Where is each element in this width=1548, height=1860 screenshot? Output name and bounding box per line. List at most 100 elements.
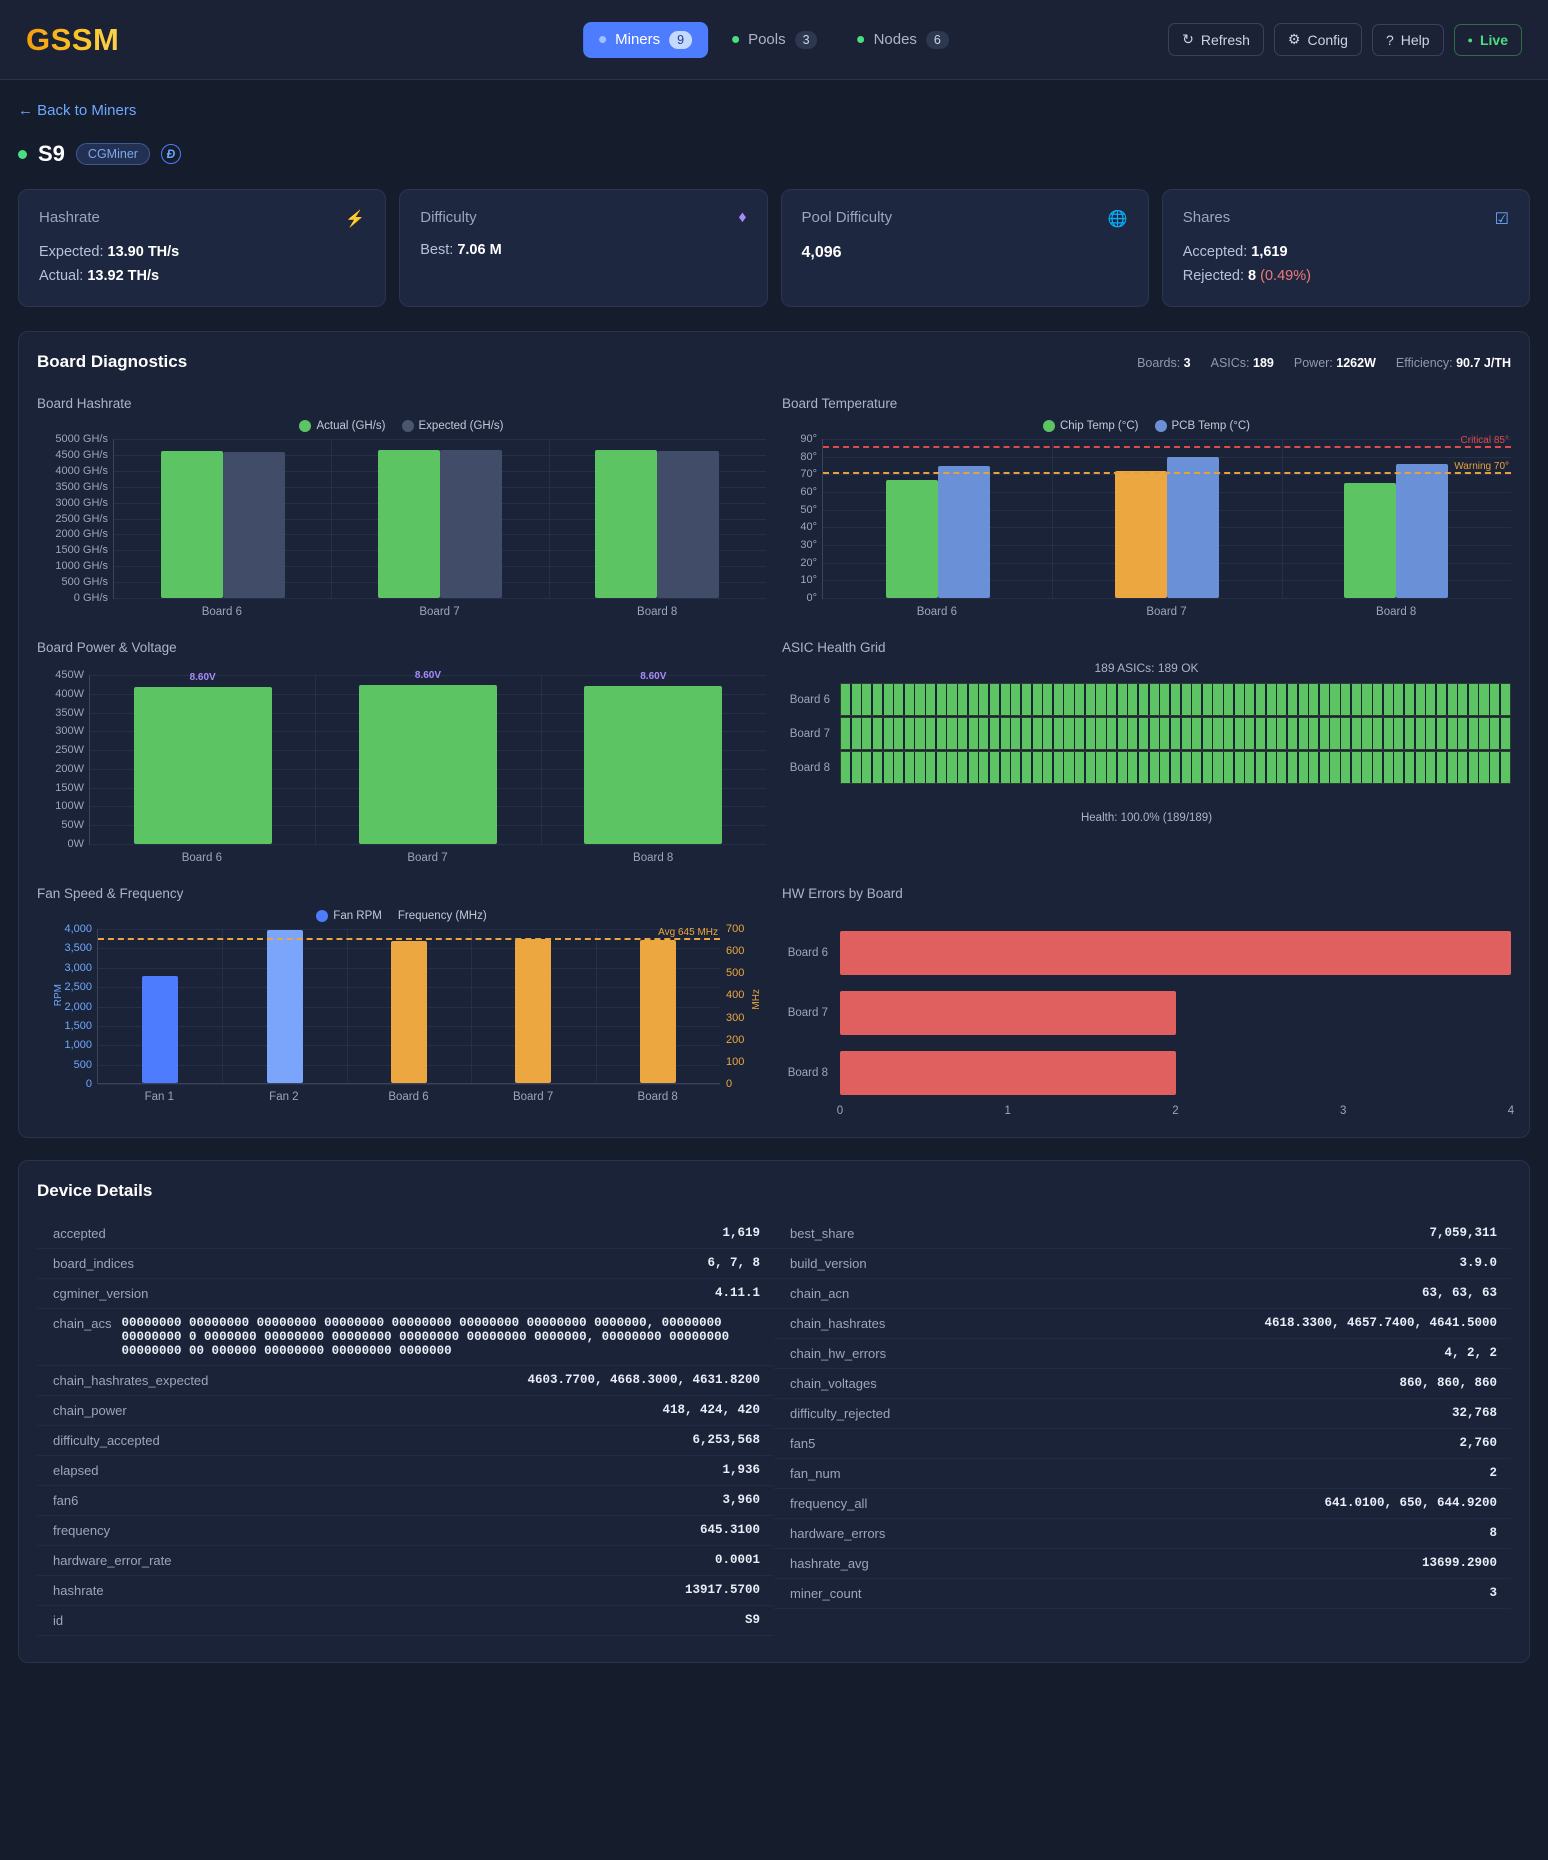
asic-cell[interactable]	[1021, 752, 1032, 783]
asic-cell[interactable]	[1149, 718, 1159, 749]
asic-cell[interactable]	[1426, 684, 1436, 715]
asic-cell[interactable]	[989, 718, 1000, 749]
asic-cell[interactable]	[1458, 684, 1468, 715]
asic-cell[interactable]	[947, 752, 957, 783]
asic-cell[interactable]	[1224, 752, 1234, 783]
asic-cell[interactable]	[1170, 684, 1180, 715]
asic-cell[interactable]	[1351, 718, 1361, 749]
asic-cell[interactable]	[1330, 752, 1340, 783]
bar[interactable]	[222, 451, 285, 598]
asic-cell[interactable]	[1394, 718, 1404, 749]
asic-cell[interactable]	[1309, 684, 1319, 715]
asic-cell[interactable]	[1181, 684, 1191, 715]
asic-cell[interactable]	[862, 752, 872, 783]
config-button[interactable]: ⚙ Config	[1273, 23, 1362, 56]
asic-cell[interactable]	[1053, 684, 1063, 715]
asic-cell[interactable]	[1107, 718, 1117, 749]
asic-cell[interactable]	[1458, 718, 1468, 749]
asic-cell[interactable]	[1202, 718, 1212, 749]
bar[interactable]	[160, 451, 223, 598]
asic-cell[interactable]	[1053, 718, 1063, 749]
asic-cell[interactable]	[1064, 752, 1074, 783]
asic-cell[interactable]	[1149, 752, 1159, 783]
asic-cell[interactable]	[1479, 718, 1489, 749]
asic-cell[interactable]	[1277, 684, 1287, 715]
tab-pools[interactable]: Pools 3	[716, 22, 833, 58]
asic-cell[interactable]	[1128, 718, 1138, 749]
bar[interactable]	[1344, 483, 1397, 598]
asic-cell[interactable]	[1255, 684, 1266, 715]
asic-cell[interactable]	[1075, 752, 1085, 783]
asic-cell[interactable]	[947, 684, 957, 715]
asic-cell[interactable]	[1096, 752, 1106, 783]
asic-cell[interactable]	[1000, 718, 1010, 749]
asic-cell[interactable]	[1404, 684, 1415, 715]
asic-cell[interactable]	[1447, 684, 1457, 715]
asic-cell[interactable]	[1383, 718, 1393, 749]
asic-cell[interactable]	[1362, 684, 1372, 715]
asic-cell[interactable]	[1266, 684, 1276, 715]
asic-cell[interactable]	[1138, 718, 1149, 749]
asic-cell[interactable]	[1490, 718, 1500, 749]
asic-cell[interactable]	[1490, 684, 1500, 715]
asic-cell[interactable]	[1138, 752, 1149, 783]
asic-cell[interactable]	[958, 718, 968, 749]
asic-cell[interactable]	[1234, 718, 1244, 749]
asic-cell[interactable]	[1128, 684, 1138, 715]
help-button[interactable]: ? Help	[1371, 23, 1444, 56]
asic-cell[interactable]	[1053, 752, 1063, 783]
asic-cell[interactable]	[1043, 752, 1053, 783]
asic-cell[interactable]	[1245, 684, 1255, 715]
asic-cell[interactable]	[894, 752, 904, 783]
asic-cell[interactable]	[1287, 718, 1298, 749]
asic-cell[interactable]	[904, 718, 914, 749]
asic-cell[interactable]	[1415, 684, 1425, 715]
asic-cell[interactable]	[1011, 684, 1021, 715]
asic-cell[interactable]	[883, 752, 893, 783]
asic-cell[interactable]	[1500, 684, 1510, 715]
asic-cell[interactable]	[872, 718, 883, 749]
asic-cell[interactable]	[1064, 718, 1074, 749]
bar[interactable]	[142, 976, 179, 1083]
asic-cell[interactable]	[1224, 718, 1234, 749]
asic-cell[interactable]	[883, 684, 893, 715]
asic-cell[interactable]	[1309, 752, 1319, 783]
asic-cell[interactable]	[904, 684, 914, 715]
bar[interactable]	[1396, 463, 1449, 598]
asic-cell[interactable]	[958, 684, 968, 715]
bar[interactable]	[439, 449, 502, 598]
bar[interactable]	[266, 929, 303, 1083]
asic-cell[interactable]	[1224, 684, 1234, 715]
asic-cell[interactable]	[1128, 752, 1138, 783]
back-to-miners-link[interactable]: ← Back to Miners	[18, 102, 137, 119]
asic-cell[interactable]	[1436, 752, 1447, 783]
asic-cell[interactable]	[841, 684, 851, 715]
asic-cell[interactable]	[1160, 718, 1170, 749]
asic-cell[interactable]	[1075, 718, 1085, 749]
asic-cell[interactable]	[872, 752, 883, 783]
asic-cell[interactable]	[947, 718, 957, 749]
asic-cell[interactable]	[1213, 718, 1223, 749]
asic-cell[interactable]	[1255, 752, 1266, 783]
asic-cell[interactable]	[841, 752, 851, 783]
asic-cell[interactable]	[968, 752, 978, 783]
asic-cell[interactable]	[1192, 684, 1202, 715]
asic-cell[interactable]	[851, 684, 861, 715]
asic-cell[interactable]	[1160, 752, 1170, 783]
asic-cell[interactable]	[1234, 684, 1244, 715]
asic-cell[interactable]	[979, 718, 989, 749]
asic-cell[interactable]	[1319, 684, 1329, 715]
asic-cell[interactable]	[1032, 752, 1042, 783]
hw-error-bar[interactable]	[840, 931, 1511, 975]
asic-cell[interactable]	[1341, 684, 1351, 715]
asic-cell[interactable]	[1479, 752, 1489, 783]
asic-cell[interactable]	[1319, 718, 1329, 749]
asic-cell[interactable]	[1000, 752, 1010, 783]
asic-cell[interactable]	[1500, 752, 1510, 783]
asic-cell[interactable]	[1447, 752, 1457, 783]
asic-cell[interactable]	[1202, 684, 1212, 715]
asic-cell[interactable]	[1404, 718, 1415, 749]
asic-cell[interactable]	[1266, 718, 1276, 749]
asic-cell[interactable]	[1266, 752, 1276, 783]
asic-cell[interactable]	[1149, 684, 1159, 715]
